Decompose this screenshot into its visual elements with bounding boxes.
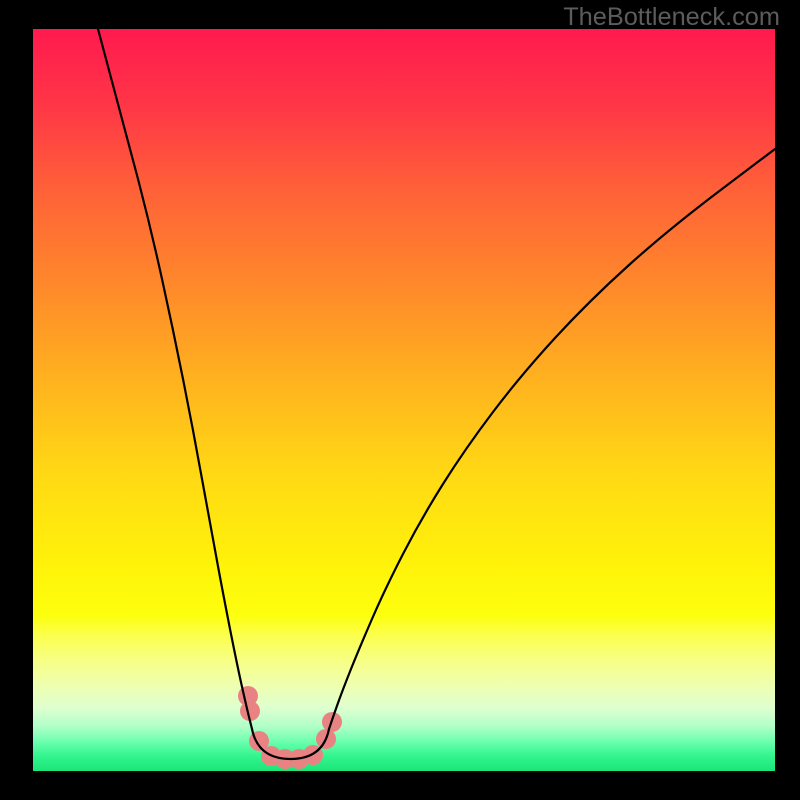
curve-left-branch [98, 29, 252, 729]
watermark-text: TheBottleneck.com [563, 3, 780, 32]
bottleneck-curve [33, 29, 775, 771]
plot-area [33, 29, 775, 771]
curve-right-branch [329, 149, 775, 729]
chart-frame: TheBottleneck.com [0, 0, 800, 800]
